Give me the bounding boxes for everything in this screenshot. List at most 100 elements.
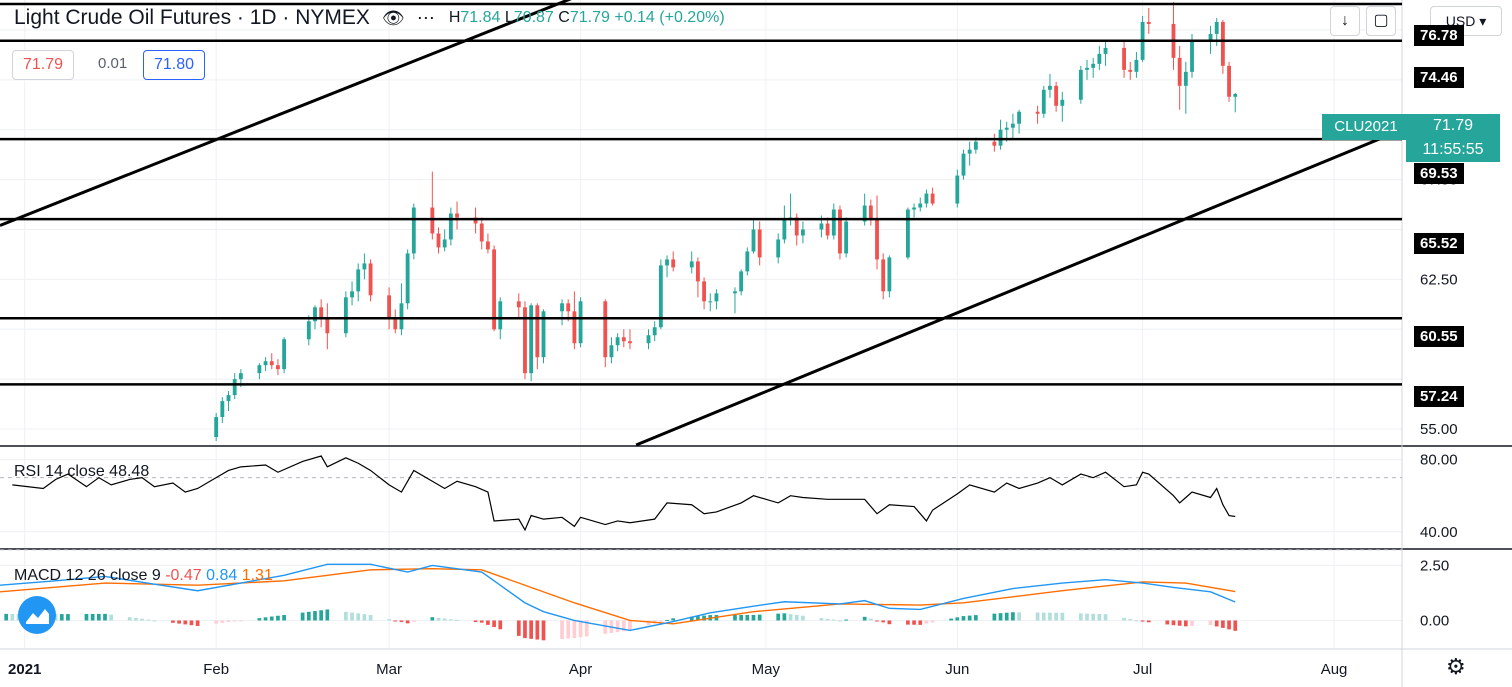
candle-body-85: [967, 149, 972, 154]
hist-bar-18744: [739, 614, 743, 621]
candle-body-37: [535, 305, 540, 358]
hist-bar-18655: [189, 620, 194, 626]
hist-bar-18814: [1171, 620, 1176, 626]
hist-bar-18795: [1054, 612, 1058, 621]
candle-body-40: [566, 303, 571, 312]
candle-body-29: [473, 217, 478, 224]
hist-bar-18781: [967, 615, 972, 621]
candle-body-66: [794, 217, 799, 236]
spread-value: 0.01: [98, 55, 128, 72]
hist-bar-18824: [1233, 620, 1238, 631]
candle-body-60: [745, 251, 750, 272]
hist-bar-18653: [177, 620, 181, 624]
hist-bar-18789: [1017, 612, 1021, 621]
rsi-legend: RSI 14 close 48.48: [14, 463, 149, 481]
hist-bar-18662: [232, 620, 237, 622]
candle-body-104: [1134, 59, 1139, 72]
candle-body-68: [819, 223, 824, 230]
candle-body-28: [455, 213, 459, 218]
hist-bar-18729: [646, 620, 651, 626]
hist-bar-18815: [1177, 620, 1182, 626]
hist-bar-18639: [90, 613, 95, 621]
hist-bar-18666: [257, 618, 262, 621]
price-tick-3: 62.50: [1420, 271, 1458, 288]
candle-body-3: [232, 379, 237, 396]
hist-bar-18652: [171, 620, 175, 623]
candle-body-79: [912, 207, 916, 210]
hist-bar-18806: [1122, 617, 1126, 621]
hist-bar-18703: [486, 620, 490, 625]
fullscreen-icon[interactable]: ▢: [1366, 6, 1396, 36]
candle-body-8: [276, 365, 280, 370]
hist-bar-18782: [973, 615, 978, 621]
candle-body-14: [343, 297, 348, 334]
hist-bar-18645: [127, 617, 132, 621]
hist-bar-18733: [671, 618, 676, 621]
more-icon[interactable]: ⋯: [416, 7, 435, 28]
candle-body-94: [1048, 85, 1052, 90]
hist-bar-18738: [702, 615, 706, 621]
hist-bar-18799: [1078, 613, 1083, 621]
last-price: 71.79: [1432, 117, 1474, 134]
candle-body-44: [609, 345, 614, 358]
candle-body-114: [1227, 65, 1231, 97]
logo-mark: [26, 609, 49, 624]
gear-icon[interactable]: ⚙: [1446, 654, 1466, 679]
candle-body-21: [399, 303, 404, 330]
candle-body-67: [800, 229, 805, 236]
hist-bar-18638: [84, 613, 89, 621]
candle-body-77: [887, 257, 892, 292]
candle-body-38: [541, 311, 546, 358]
hist-bar-18822: [1221, 620, 1225, 628]
hist-bar-18696: [442, 618, 447, 621]
hist-bar-18750: [776, 613, 781, 621]
candle-body-35: [523, 307, 527, 374]
hist-bar-18764: [862, 616, 867, 621]
candle-body-92: [1035, 111, 1040, 114]
hist-bar-18690: [405, 620, 410, 624]
candle-body-84: [961, 153, 966, 176]
candle-body-51: [665, 259, 669, 266]
hist-bar-18667: [263, 617, 268, 621]
macd-pane: [0, 563, 1236, 632]
sell-button[interactable]: 71.79: [12, 50, 75, 80]
macd-histogram: [4, 609, 1238, 641]
macd-tick-0: 0.00: [1420, 612, 1449, 629]
macd-value: 0.84: [206, 567, 238, 584]
hist-bar-18794: [1048, 612, 1052, 621]
candle-body-53: [689, 261, 694, 268]
hist-bar-18642: [109, 614, 114, 621]
hist-bar-18786: [998, 613, 1003, 621]
hist-bar-18625: [4, 613, 9, 621]
hist-bar-18691: [411, 620, 416, 622]
eye-icon[interactable]: 👁: [381, 7, 405, 28]
macd-line: [0, 563, 1236, 632]
hist-bar-18771: [906, 620, 910, 625]
hist-bar-18715: [560, 620, 564, 639]
rsi-value: 48.48: [109, 463, 150, 480]
hist-bar-18641: [103, 613, 107, 621]
time-tick-0: 2021: [8, 661, 41, 678]
buy-button[interactable]: 71.80: [143, 50, 206, 80]
symbol-label: CLU2021: [1322, 114, 1410, 140]
hist-bar-18677: [325, 609, 330, 621]
hist-bar-18802: [1097, 613, 1102, 621]
candle-body-10: [306, 321, 311, 340]
price-tick-0: 55.00: [1420, 421, 1458, 438]
tradingview-logo[interactable]: [18, 596, 56, 634]
hist-bar-18810: [1146, 620, 1151, 623]
candle-body-22: [405, 253, 410, 304]
arrow-down-icon[interactable]: ↓: [1330, 6, 1360, 36]
hist-bar-18675: [313, 611, 317, 621]
time-tick-1: Feb: [203, 661, 229, 678]
candle-body-108: [1177, 57, 1182, 86]
hist-bar-18682: [356, 613, 361, 621]
hist-bar-18823: [1227, 620, 1231, 630]
hist-bar-18680: [344, 611, 348, 621]
hist-bar-18681: [350, 612, 354, 621]
hist-bar-18710: [529, 620, 534, 639]
time-tick-3: Apr: [569, 661, 592, 678]
candle-body-88: [998, 129, 1003, 146]
level-label-1: 76.78: [1414, 25, 1464, 46]
level-label-5: 60.55: [1414, 326, 1464, 347]
